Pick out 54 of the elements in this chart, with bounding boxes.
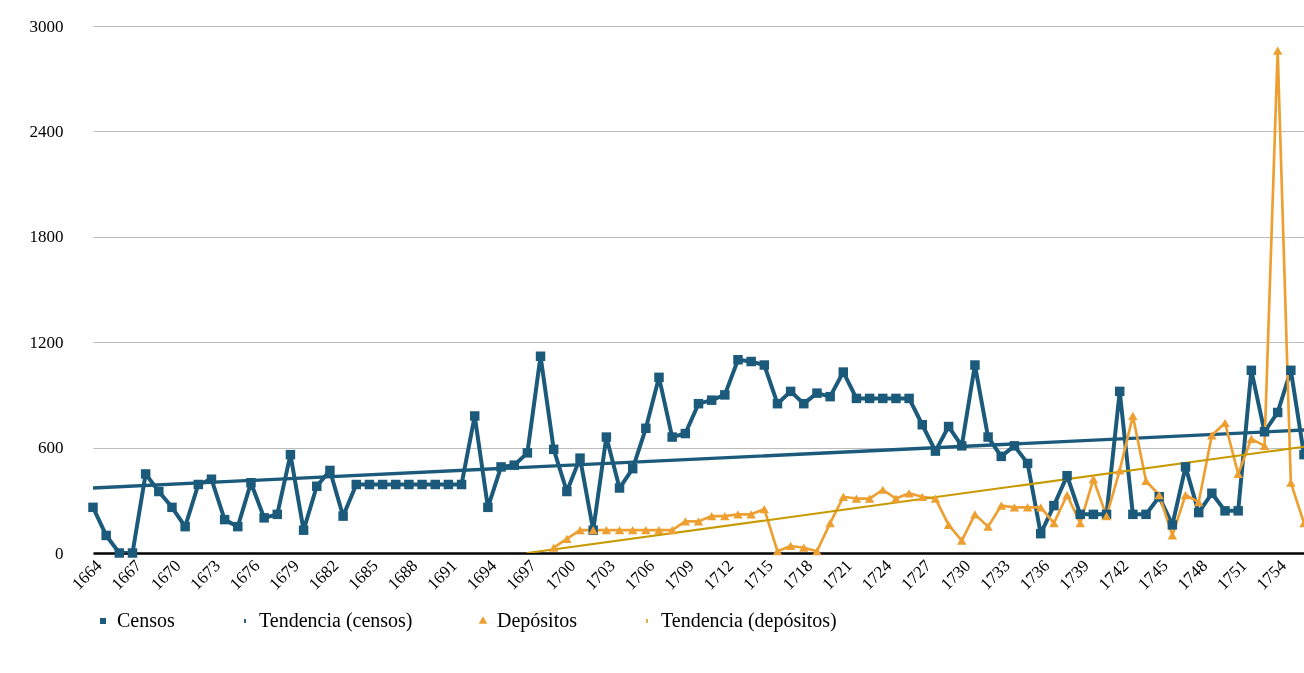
point — [562, 534, 572, 544]
point — [996, 501, 1006, 510]
point — [799, 543, 809, 552]
legend-label: Tendencia (censos) — [259, 609, 413, 632]
point — [575, 526, 585, 535]
y-tick-label: 1200 — [29, 332, 64, 352]
point — [654, 526, 664, 535]
point — [812, 547, 822, 556]
point — [970, 510, 980, 519]
point — [548, 543, 559, 552]
point — [930, 494, 941, 503]
point — [1009, 503, 1020, 512]
y-tick-label: 2400 — [29, 121, 64, 141]
point — [667, 526, 677, 535]
point — [1075, 519, 1085, 528]
point — [983, 522, 993, 531]
point — [1180, 490, 1191, 500]
y-tick-label: 1800 — [29, 227, 64, 247]
legend-label: Tendencia (depósitos) — [661, 609, 837, 632]
point — [904, 489, 914, 498]
y-tick-label: 3000 — [29, 16, 64, 36]
point — [1049, 519, 1059, 528]
point — [759, 504, 770, 514]
y-tick-label: 600 — [38, 438, 64, 458]
point — [957, 536, 967, 545]
point — [943, 520, 954, 529]
point — [1141, 476, 1151, 486]
point — [838, 492, 849, 501]
point — [1272, 46, 1283, 55]
point — [864, 494, 875, 503]
legend-label: Censos — [117, 609, 175, 631]
point — [601, 526, 612, 535]
point — [772, 547, 783, 556]
point — [614, 526, 625, 535]
point — [1114, 466, 1125, 475]
point — [641, 526, 651, 535]
point — [1022, 503, 1033, 512]
point — [917, 492, 928, 501]
legend-label: Depósitos — [497, 609, 578, 632]
point — [1246, 434, 1257, 443]
point — [1220, 418, 1230, 428]
point — [785, 541, 796, 551]
point — [851, 494, 862, 503]
point — [825, 519, 835, 528]
point — [878, 485, 888, 494]
point — [693, 517, 704, 526]
point — [627, 526, 638, 535]
point — [891, 494, 901, 503]
point — [1128, 411, 1138, 421]
point — [720, 512, 730, 521]
point — [706, 512, 717, 521]
point — [1088, 475, 1099, 484]
y-tick-label: 0 — [55, 543, 64, 563]
point — [1062, 490, 1072, 500]
